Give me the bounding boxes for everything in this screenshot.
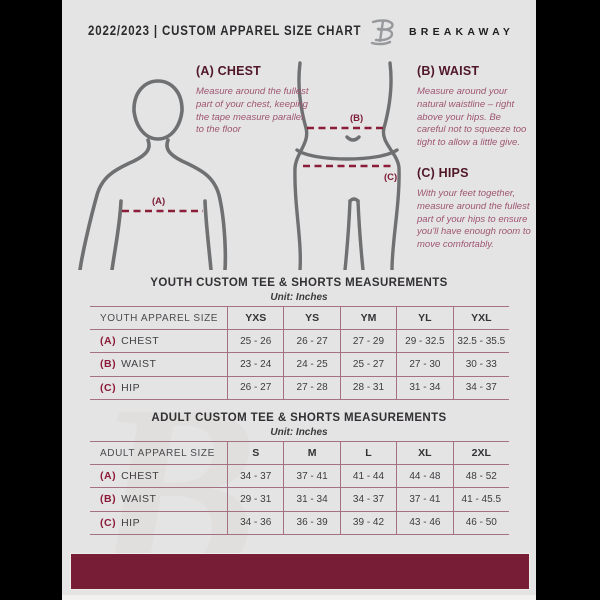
hip-prefix: (C) [100,516,117,529]
table-cell: 37 - 41 [283,465,340,489]
youth-header-ys: YS [283,307,340,331]
youth-header-yxl: YXL [452,307,509,331]
table-cell: 43 - 46 [396,511,453,535]
chest-prefix: (A) [100,335,117,348]
brand-lockup: BREAKAWAY [370,17,514,47]
chest-line-label: (A) [152,196,165,207]
youth-waist-label: (B) WAIST [90,353,227,377]
table-cell: 37 - 41 [396,488,453,512]
youth-chest-label: (A) CHEST [90,330,227,354]
body-measurement-diagram: (A) (B) (C) [78,61,401,270]
adult-hip-label: (C) HIP [90,512,227,535]
lower-body-outline [293,61,401,270]
table-cell: 28 - 31 [339,376,397,400]
table-cell: 34 - 37 [339,488,397,512]
adult-header-l: L [339,442,397,466]
size-chart-page: B 2022/2023 | CUSTOM APPAREL SIZE CHART … [62,0,536,600]
waist-line-label: (B) [350,113,363,124]
table-cell: 48 - 52 [452,465,509,489]
table-cell: 26 - 27 [283,330,340,354]
hips-line-label: (C) [384,172,397,183]
adult-header-xl: XL [396,442,453,466]
table-cell: 34 - 37 [227,465,284,489]
table-cell: 27 - 29 [339,330,397,354]
table-cell: 27 - 28 [283,376,340,400]
chest-guide-heading: (A) CHEST [196,64,261,78]
waist-label-text: WAIST [121,358,157,371]
adult-waist-label: (B) WAIST [90,488,227,512]
hip-label-text: HIP [121,516,141,529]
adult-header-size: ADULT APPAREL SIZE [90,442,227,466]
chest-label-text: CHEST [121,470,160,483]
table-cell: 30 - 33 [452,353,509,377]
table-cell: 29 - 31 [227,488,284,512]
hip-label-text: HIP [121,381,141,394]
table-cell: 25 - 27 [339,353,397,377]
table-cell: 24 - 25 [283,353,340,377]
table-cell: 46 - 50 [452,511,509,535]
adult-chest-label: (A) CHEST [90,465,227,489]
waist-prefix: (B) [100,493,117,506]
adult-header-s: S [227,442,284,466]
chest-label-text: CHEST [121,335,160,348]
table-cell: 44 - 48 [396,465,453,489]
page-title: 2022/2023 | CUSTOM APPAREL SIZE CHART [88,23,362,38]
hip-prefix: (C) [100,381,117,394]
brand-name: BREAKAWAY [409,26,515,38]
table-cell: 34 - 36 [227,511,284,535]
waist-guide: (B) WAIST Measure around your natural wa… [417,64,529,150]
hips-guide: (C) HIPS With your feet together, measur… [417,166,535,252]
hips-guide-heading: (C) HIPS [417,166,469,180]
waist-prefix: (B) [100,358,117,371]
youth-header-size: YOUTH APPAREL SIZE [90,307,227,331]
adult-header-m: M [283,442,340,466]
adult-table-title: ADULT CUSTOM TEE & SHORTS MEASUREMENTS [151,412,447,424]
table-cell: 31 - 34 [396,376,453,400]
table-cell: 27 - 30 [396,353,453,377]
table-cell: 25 - 26 [227,330,284,354]
table-cell: 26 - 27 [227,376,284,400]
youth-table-unit: Unit: Inches [270,292,328,303]
waist-label-text: WAIST [121,493,157,506]
table-cell: 29 - 32.5 [396,330,453,354]
breakaway-b-logo-icon [370,19,394,46]
chest-guide: (A) CHEST Measure around the fullest par… [196,64,312,137]
waist-guide-description: Measure around your natural waistline – … [417,86,527,149]
adult-size-table: ADULT APPAREL SIZE S M L XL 2XL (A) CHES… [90,441,509,535]
table-cell: 32.5 - 35.5 [452,330,509,354]
waist-guide-heading: (B) WAIST [417,64,480,78]
youth-header-yl: YL [396,307,453,331]
bottom-strip [62,595,536,600]
youth-size-table: YOUTH APPAREL SIZE YXS YS YM YL YXL (A) … [90,306,509,400]
chest-prefix: (A) [100,470,117,483]
table-cell: 36 - 39 [283,511,340,535]
hips-guide-description: With your feet together, measure around … [417,188,531,251]
youth-table-title: YOUTH CUSTOM TEE & SHORTS MEASUREMENTS [150,277,448,289]
youth-header-yxs: YXS [227,307,284,331]
table-cell: 41 - 44 [339,465,397,489]
table-cell: 31 - 34 [283,488,340,512]
chest-guide-description: Measure around the fullest part of your … [196,86,309,136]
table-cell: 41 - 45.5 [452,488,509,512]
torso-outline [78,79,228,270]
youth-hip-label: (C) HIP [90,377,227,400]
youth-header-ym: YM [339,307,397,331]
table-cell: 34 - 37 [452,376,509,400]
table-cell: 39 - 42 [339,511,397,535]
table-cell: 23 - 24 [227,353,284,377]
adult-header-2xl: 2XL [452,442,509,466]
footer-bar [70,553,530,590]
adult-table-unit: Unit: Inches [270,427,328,438]
